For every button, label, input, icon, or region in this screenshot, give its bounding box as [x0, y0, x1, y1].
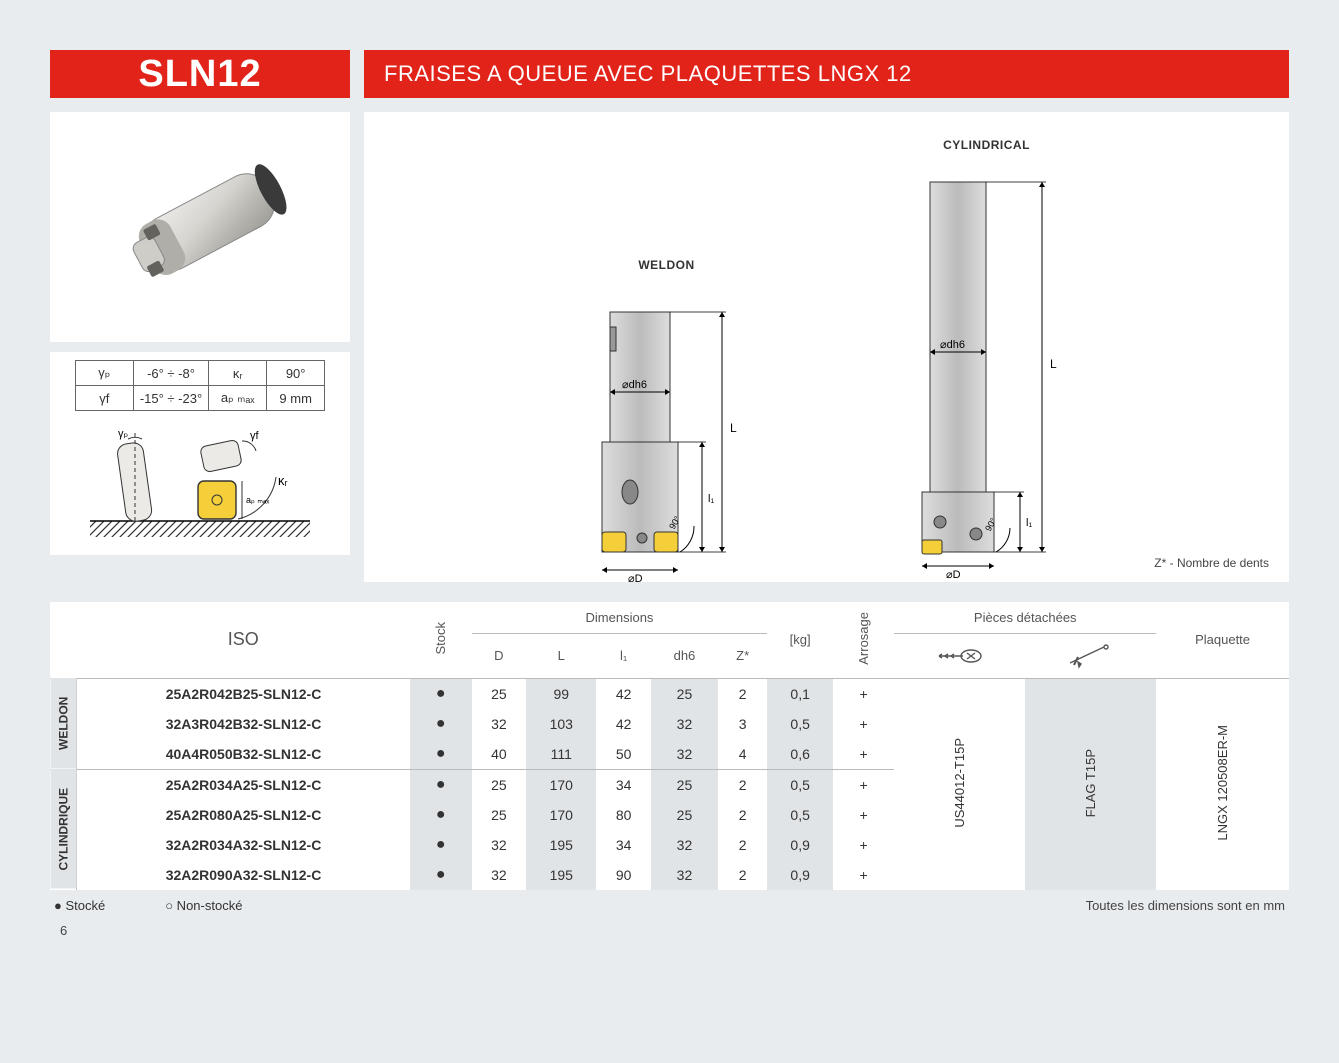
- key-icon: [1025, 634, 1156, 679]
- spec-v: -15° ÷ -23°: [133, 386, 208, 411]
- l1: 42: [596, 678, 651, 709]
- svg-text:⌀D: ⌀D: [946, 569, 961, 581]
- legend-note: Toutes les dimensions sont en mm: [1086, 898, 1285, 913]
- iso: 32A2R034A32-SLN12-C: [77, 830, 411, 860]
- right-column: WELDON ⌀dh6: [364, 112, 1289, 582]
- iso: 32A3R042B32-SLN12-C: [77, 709, 411, 739]
- product-badge: SLN12: [50, 50, 350, 98]
- product-photo: [50, 112, 350, 342]
- iso: 32A2R090A32-SLN12-C: [77, 860, 411, 890]
- col-D: D: [472, 634, 527, 679]
- legend-stocked: ● Stocké: [54, 898, 105, 913]
- arr: +: [833, 678, 894, 709]
- svg-text:⌀dh6: ⌀dh6: [940, 339, 965, 351]
- cylindrical-svg: ⌀dh6 ⌀D L l₁: [882, 162, 1092, 582]
- page-number: 6: [50, 913, 1289, 938]
- iso: 25A2R034A25-SLN12-C: [77, 769, 411, 800]
- svg-text:⌀D: ⌀D: [628, 573, 643, 582]
- spec-v: 90°: [267, 361, 325, 386]
- tech-diagrams: WELDON ⌀dh6: [364, 132, 1289, 582]
- spec-p: γₚ: [75, 361, 133, 386]
- svg-text:κᵣ: κᵣ: [278, 473, 288, 488]
- col-arrosage: Arrosage: [854, 608, 873, 669]
- spec-diagram: γₚ γf κᵣ aₚ ₘₐₓ: [50, 419, 350, 555]
- tool-photo-svg: [90, 137, 310, 317]
- col-Z: Z*: [718, 634, 768, 679]
- L: 99: [526, 678, 596, 709]
- svg-text:l₁: l₁: [708, 493, 714, 505]
- D: 25: [472, 678, 527, 709]
- svg-text:aₚ ₘₐₓ: aₚ ₘₐₓ: [246, 495, 269, 505]
- weldon-svg: ⌀dh6 ⌀D L l₁: [562, 282, 772, 582]
- iso: 25A2R042B25-SLN12-C: [77, 678, 411, 709]
- iso: 40A4R050B32-SLN12-C: [77, 739, 411, 770]
- page-title: FRAISES A QUEUE AVEC PLAQUETTES LNGX 12: [364, 50, 1289, 98]
- col-plaquette: Plaquette: [1156, 602, 1289, 678]
- spec-box: γₚ -6° ÷ -8° κᵣ 90° γf -15° ÷ -23° aₚ ₘₐ…: [50, 352, 350, 555]
- dh6: 25: [651, 678, 718, 709]
- data-table-wrap: ISO Stock Dimensions [kg] Arrosage Pièce…: [50, 602, 1289, 890]
- spec-p: γf: [75, 386, 133, 411]
- svg-text:L: L: [730, 421, 737, 435]
- group-label-cylindrique: CYLINDRIQUE: [50, 769, 77, 890]
- col-iso: ISO: [77, 602, 411, 678]
- group-label-weldon: WELDON: [50, 678, 77, 769]
- legend: ● Stocké ○ Non-stocké Toutes les dimensi…: [50, 890, 1289, 913]
- svg-text:L: L: [1050, 357, 1057, 371]
- stock: ●: [410, 678, 471, 709]
- spec-p: aₚ ₘₐₓ: [209, 386, 267, 411]
- col-kg: [kg]: [767, 602, 832, 678]
- spec-p: κᵣ: [209, 361, 267, 386]
- legend-nonstocked: ○ Non-stocké: [165, 898, 242, 913]
- left-column: γₚ -6° ÷ -8° κᵣ 90° γf -15° ÷ -23° aₚ ₘₐ…: [50, 112, 350, 582]
- part-plaquette: LNGX 120508ER-M: [1213, 721, 1232, 845]
- top-panels: γₚ -6° ÷ -8° κᵣ 90° γf -15° ÷ -23° aₚ ₘₐ…: [50, 112, 1289, 582]
- data-table: ISO Stock Dimensions [kg] Arrosage Pièce…: [50, 602, 1289, 890]
- col-dh6: dh6: [651, 634, 718, 679]
- z-footnote: Z* - Nombre de dents: [1154, 556, 1269, 570]
- screw-icon: [894, 634, 1025, 679]
- spec-table: γₚ -6° ÷ -8° κᵣ 90° γf -15° ÷ -23° aₚ ₘₐ…: [75, 360, 325, 411]
- kg: 0,1: [767, 678, 832, 709]
- diagram-weldon: WELDON ⌀dh6: [562, 258, 772, 582]
- col-l1: l₁: [596, 634, 651, 679]
- col-L: L: [526, 634, 596, 679]
- col-dimensions: Dimensions: [472, 602, 768, 634]
- iso: 25A2R080A25-SLN12-C: [77, 800, 411, 830]
- diagram-cylindrical: CYLINDRICAL ⌀dh6 ⌀D: [882, 138, 1092, 582]
- spec-v: -6° ÷ -8°: [133, 361, 208, 386]
- header-row: SLN12 FRAISES A QUEUE AVEC PLAQUETTES LN…: [50, 50, 1289, 98]
- part-screw: US44012-T15P: [950, 734, 969, 832]
- part-key: FLAG T15P: [1081, 745, 1100, 821]
- col-pieces: Pièces détachées: [894, 602, 1156, 634]
- spec-v: 9 mm: [267, 386, 325, 411]
- svg-text:γₚ: γₚ: [118, 428, 129, 440]
- col-stock: Stock: [431, 618, 450, 659]
- Z: 2: [718, 678, 768, 709]
- svg-text:⌀dh6: ⌀dh6: [622, 379, 647, 391]
- diagram-label: CYLINDRICAL: [943, 138, 1030, 152]
- svg-text:l₁: l₁: [1026, 517, 1032, 529]
- diagram-label: WELDON: [638, 258, 694, 272]
- svg-text:γf: γf: [250, 430, 260, 442]
